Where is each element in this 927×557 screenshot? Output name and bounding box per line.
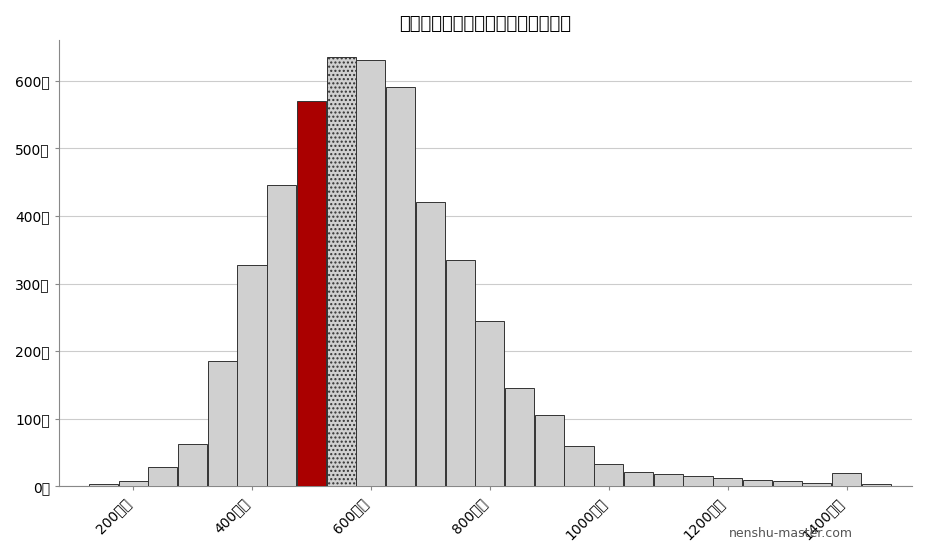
Bar (237, 265, 267, 486)
Bar (89, 485, 118, 486)
Bar (832, 473, 861, 486)
Bar (267, 185, 297, 486)
Bar (772, 481, 802, 486)
Bar (148, 467, 177, 486)
Bar (476, 321, 504, 486)
Bar (505, 388, 534, 486)
Bar (416, 202, 445, 486)
Bar (743, 480, 772, 486)
Bar (654, 474, 683, 486)
Bar (683, 476, 713, 486)
Bar (356, 60, 386, 486)
Title: シキノハイテックの年収ポジション: シキノハイテックの年収ポジション (400, 15, 571, 33)
Bar (713, 478, 743, 486)
Bar (119, 481, 147, 486)
Text: nenshu-master.com: nenshu-master.com (729, 527, 853, 540)
Bar (594, 464, 623, 486)
Bar (446, 260, 475, 486)
Bar (386, 87, 415, 486)
Bar (862, 485, 891, 486)
Bar (624, 472, 653, 486)
Bar (565, 446, 593, 486)
Bar (802, 483, 832, 486)
Bar (297, 101, 326, 486)
Bar (208, 361, 237, 486)
Bar (535, 416, 564, 486)
Bar (326, 57, 356, 486)
Bar (178, 444, 207, 486)
